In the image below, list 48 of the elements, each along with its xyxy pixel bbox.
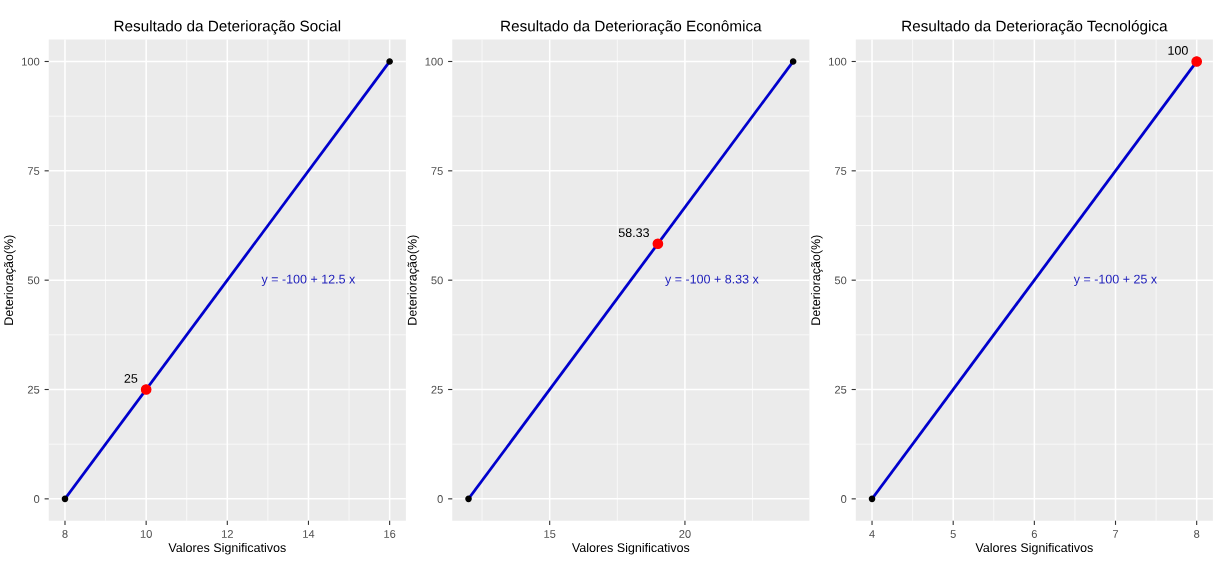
x-tick-label: 8 [1194, 530, 1200, 538]
y-axis-title: Deterioração(%) [3, 235, 16, 325]
y-axis-title: Deterioração(%) [407, 235, 420, 325]
point [386, 58, 393, 65]
point [140, 384, 152, 395]
y-tick-label: 75 [27, 167, 40, 175]
point [61, 495, 69, 503]
y-tick-label: 0 [437, 495, 443, 503]
data-label: 25 [124, 374, 138, 383]
x-tick-label: 20 [679, 530, 691, 538]
chart-title: Resultado da Deterioração Social [114, 20, 341, 35]
x-tick-label: 12 [221, 530, 233, 538]
x-tick-label: 15 [544, 530, 556, 538]
chart-title: Resultado da Deterioração Econômica [501, 20, 762, 35]
y-tick-label: 0 [841, 495, 847, 503]
y-tick-label: 50 [431, 276, 443, 285]
x-tick-label: 7 [1112, 530, 1119, 538]
annotation: y = -100 + 12.5 x [261, 274, 356, 286]
y-axis-title: Deterioração(%) [810, 235, 823, 325]
x-tick-label: 6 [1031, 530, 1037, 538]
y-tick-label: 25 [834, 385, 847, 394]
point [789, 58, 797, 65]
point [465, 495, 472, 503]
x-tick-label: 14 [303, 530, 315, 538]
data-label: 100 [1168, 46, 1188, 55]
x-tick-label: 4 [869, 530, 875, 538]
data-label: 58.33 [618, 228, 650, 238]
y-tick-label: 75 [431, 167, 443, 175]
x-axis-title: Valores Significativos [571, 542, 690, 555]
x-tick-label: 16 [384, 530, 396, 538]
x-axis-title: Valores Significativos [168, 542, 286, 555]
x-axis-title: Valores Significativos [975, 542, 1093, 555]
y-tick-label: 100 [829, 57, 847, 66]
y-tick-label: 75 [834, 167, 847, 175]
annotation: y = -100 + 8.33 x [665, 274, 759, 286]
y-tick-label: 50 [834, 276, 847, 285]
y-tick-label: 0 [33, 495, 40, 503]
y-tick-label: 100 [22, 57, 40, 66]
y-tick-label: 100 [425, 57, 443, 66]
y-tick-label: 25 [431, 385, 443, 394]
annotation: y = -100 + 25 x [1073, 274, 1157, 286]
y-tick-label: 50 [27, 276, 40, 285]
chart-title: Resultado da Deterioração Tecnológica [902, 20, 1168, 35]
x-tick-label: 5 [950, 530, 956, 538]
point [652, 238, 664, 250]
x-tick-label: 8 [62, 530, 68, 538]
y-tick-label: 25 [27, 385, 40, 394]
x-tick-label: 10 [140, 530, 152, 538]
